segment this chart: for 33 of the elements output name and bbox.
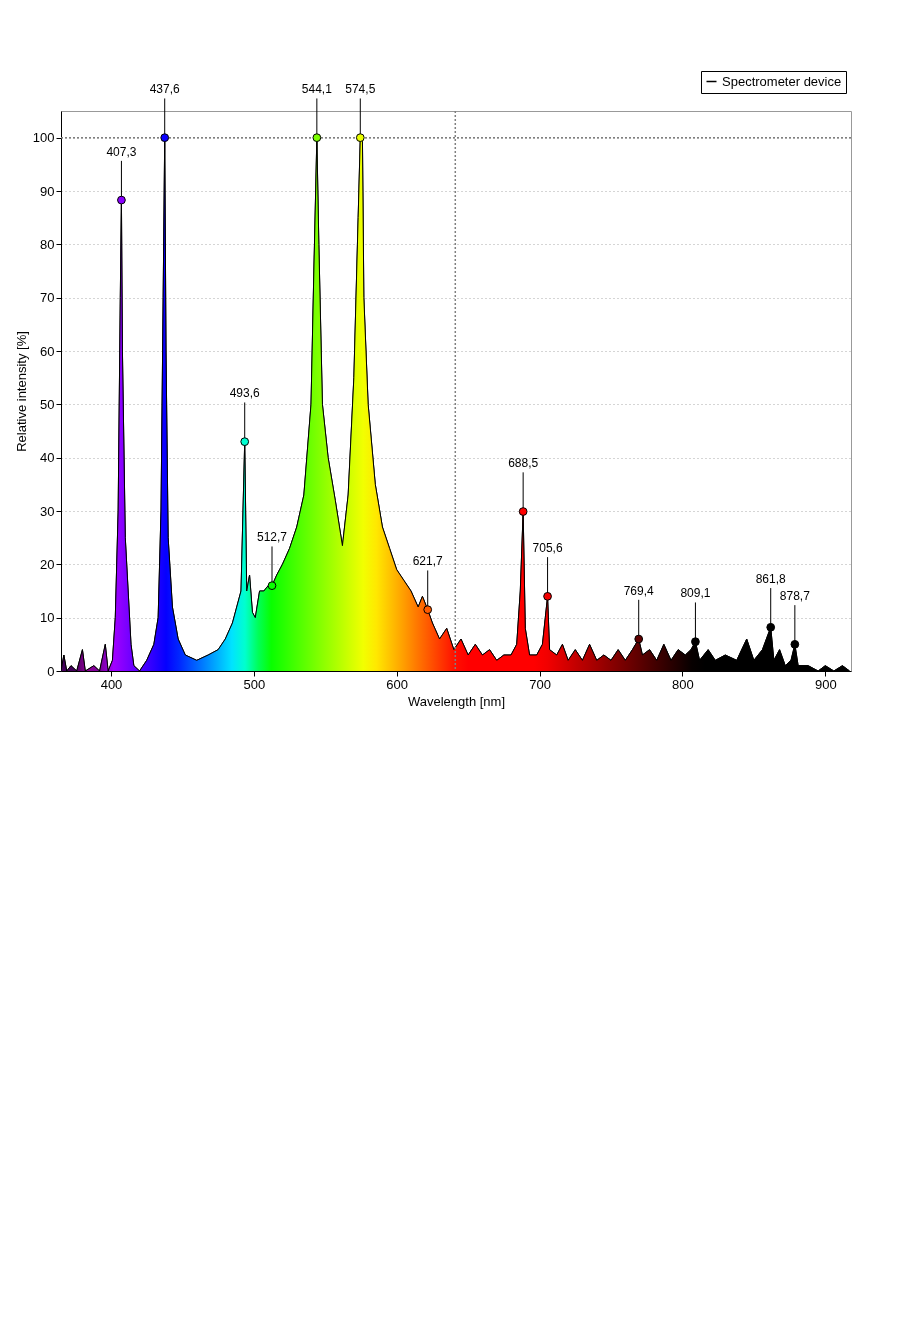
annotation: 769,4 (623, 583, 655, 598)
annotation: 574,5 (345, 82, 376, 97)
y-tick-label: 0 (47, 663, 55, 679)
x-tick-label: 900 (814, 676, 837, 692)
y-tick-label: 70 (40, 290, 55, 306)
annotation: 544,1 (301, 82, 333, 97)
annotation: 407,3 (106, 144, 137, 159)
y-tick-label: 100 (32, 130, 55, 146)
y-tick-label: 60 (40, 343, 55, 359)
annotation: 861,8 (755, 572, 787, 587)
x-tick-label: 800 (672, 676, 694, 692)
y-tick-label: 30 (40, 503, 55, 519)
x-tick-label: 400 (100, 676, 123, 692)
annotation: 493,6 (229, 386, 261, 401)
y-tick-label: 40 (40, 450, 55, 466)
y-tick-label: 80 (40, 236, 55, 252)
legend-label: Spectrometer device (722, 73, 842, 89)
annotation: 512,7 (256, 530, 288, 545)
x-tick-label: 500 (243, 676, 266, 692)
annotation: 809,1 (680, 586, 711, 601)
annotation: 705,6 (532, 541, 563, 556)
annotation: 621,7 (412, 554, 444, 569)
annotation: 437,6 (149, 82, 181, 97)
x-tick-label: 700 (529, 676, 551, 692)
annotation: 878,7 (779, 589, 811, 604)
annotation: 688,5 (508, 456, 539, 471)
x-tick-label: 600 (386, 676, 409, 692)
y-tick-label: 10 (40, 610, 55, 626)
y-tick-label: 50 (40, 396, 55, 412)
y-tick-label: 20 (40, 556, 55, 572)
y-tick-label: 90 (40, 183, 55, 199)
x-axis-title: Wavelength [nm] (407, 693, 506, 709)
y-axis-title: Relative intensity [%] (13, 331, 29, 452)
